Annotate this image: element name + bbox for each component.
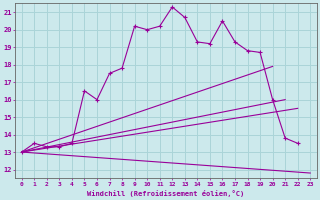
X-axis label: Windchill (Refroidissement éolien,°C): Windchill (Refroidissement éolien,°C) [87,190,244,197]
